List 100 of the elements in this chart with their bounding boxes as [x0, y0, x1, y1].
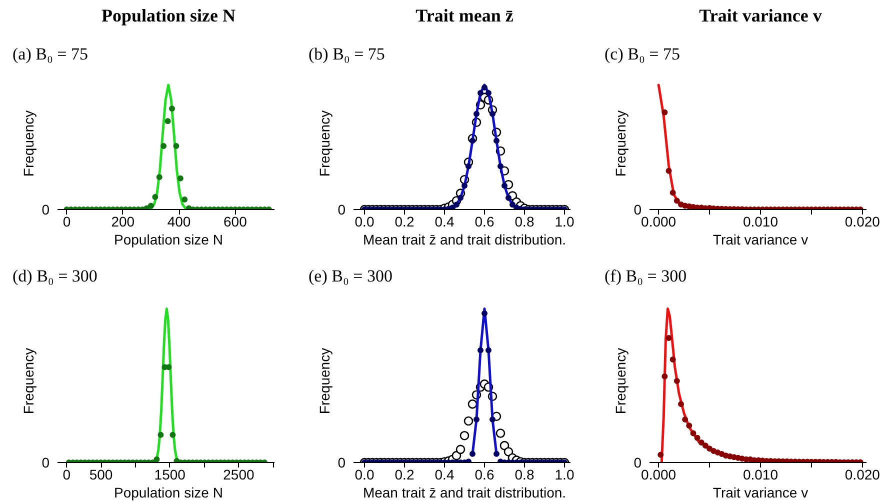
x-axis-title: Mean trait z̄ and trait distribution. — [362, 232, 566, 248]
x-tick-label: 0.4 — [434, 466, 454, 482]
point — [502, 182, 508, 189]
chart-subtitle: (f) B₀ = 300 — [604, 266, 687, 286]
x-tick-label: 0.020 — [844, 214, 880, 230]
point — [474, 110, 480, 117]
chart-subtitle: (e) B₀ = 300 — [308, 266, 392, 286]
text: 0 — [338, 202, 346, 218]
point — [468, 399, 478, 409]
x-tick-label: 1.0 — [554, 466, 574, 482]
point — [506, 194, 512, 201]
point — [662, 373, 668, 380]
point — [160, 142, 167, 149]
point — [148, 202, 154, 209]
point — [698, 440, 704, 446]
x-tick-label: 0.8 — [514, 466, 534, 482]
text: 0 — [42, 454, 50, 470]
y-axis-title: Frequency — [612, 110, 629, 177]
y-axis-title: Frequency — [20, 348, 37, 414]
x-tick-label: 0.8 — [514, 214, 534, 230]
point — [694, 434, 700, 441]
y-axis-title: Frequency — [20, 110, 37, 177]
chart-subtitle: (d) B₀ = 300 — [12, 266, 98, 286]
point — [177, 175, 184, 182]
chart-subtitle: (c) B₀ = 75 — [604, 44, 680, 64]
point — [474, 416, 480, 422]
x-axis-title: Trait variance v — [712, 232, 808, 248]
x-tick-label: 1500 — [154, 466, 186, 482]
x-tick-label: 0.4 — [434, 214, 454, 230]
x-tick-label: 0.000 — [641, 214, 676, 230]
point — [464, 416, 474, 426]
point — [460, 430, 470, 440]
point — [458, 194, 464, 201]
x-tick-label: 0.000 — [641, 466, 676, 482]
point — [156, 174, 162, 180]
x-tick-label: 0.010 — [742, 466, 778, 482]
point — [670, 190, 676, 196]
x-axis-title: Trait variance v — [712, 484, 808, 500]
x-tick-label: 600 — [224, 214, 248, 230]
point — [466, 163, 472, 170]
point — [158, 432, 164, 438]
point — [496, 428, 506, 438]
x-tick-label: 400 — [167, 214, 191, 230]
x-tick-label: 0.0 — [354, 466, 374, 482]
x-tick-label: 0.6 — [474, 466, 494, 482]
x-tick-label: 0.6 — [474, 214, 494, 230]
point — [169, 106, 176, 112]
x-tick-label: 500 — [89, 466, 113, 482]
point — [498, 163, 504, 170]
point — [690, 430, 696, 436]
point — [486, 90, 492, 96]
point — [152, 194, 158, 200]
x-tick-label: 0.2 — [394, 214, 414, 230]
chart-title: Population size N — [101, 6, 236, 26]
x-tick-label: 0.010 — [742, 214, 778, 230]
x-axis-title: Mean trait z̄ and trait distribution. — [362, 484, 566, 500]
x-axis-title: Population size N — [114, 484, 223, 500]
point — [494, 138, 500, 144]
point — [490, 416, 496, 422]
y-axis-title: Frequency — [316, 348, 333, 414]
chart-subtitle: (b) B₀ = 75 — [308, 44, 385, 64]
point — [154, 456, 160, 462]
x-axis-title: Population size N — [114, 232, 223, 248]
text: 0 — [42, 202, 50, 218]
point — [486, 347, 492, 354]
point — [702, 442, 708, 449]
x-tick-label: 0 — [62, 214, 71, 230]
point — [674, 378, 680, 384]
point — [482, 84, 488, 90]
y-axis-title: Frequency — [316, 110, 333, 177]
point — [470, 450, 476, 457]
point — [182, 196, 188, 203]
point — [682, 416, 688, 422]
point — [456, 444, 466, 454]
text: 0 — [634, 202, 642, 218]
y-axis-title: Frequency — [612, 348, 629, 414]
point — [658, 452, 664, 458]
x-tick-label: 0.0 — [354, 214, 374, 230]
x-tick-label: 0 — [62, 466, 71, 482]
x-tick-label: 200 — [111, 214, 135, 230]
point — [678, 401, 684, 408]
x-tick-label: 0.2 — [394, 466, 414, 482]
point — [462, 182, 468, 189]
point — [164, 118, 171, 124]
chart-title: Trait mean z̄ — [416, 6, 514, 26]
x-tick-label: 1.0 — [554, 214, 574, 230]
text: 0 — [338, 454, 346, 470]
point — [666, 168, 672, 174]
point — [504, 447, 514, 456]
point — [494, 450, 500, 457]
point — [662, 109, 668, 116]
point — [670, 356, 676, 362]
point — [490, 110, 496, 117]
chart-subtitle: (a) B₀ = 75 — [12, 44, 88, 64]
point — [478, 90, 484, 96]
point — [674, 198, 680, 204]
x-tick-label: 0.020 — [844, 466, 880, 482]
text: 0 — [634, 454, 642, 470]
chart-title: Trait variance v — [699, 6, 822, 26]
point — [686, 422, 692, 429]
